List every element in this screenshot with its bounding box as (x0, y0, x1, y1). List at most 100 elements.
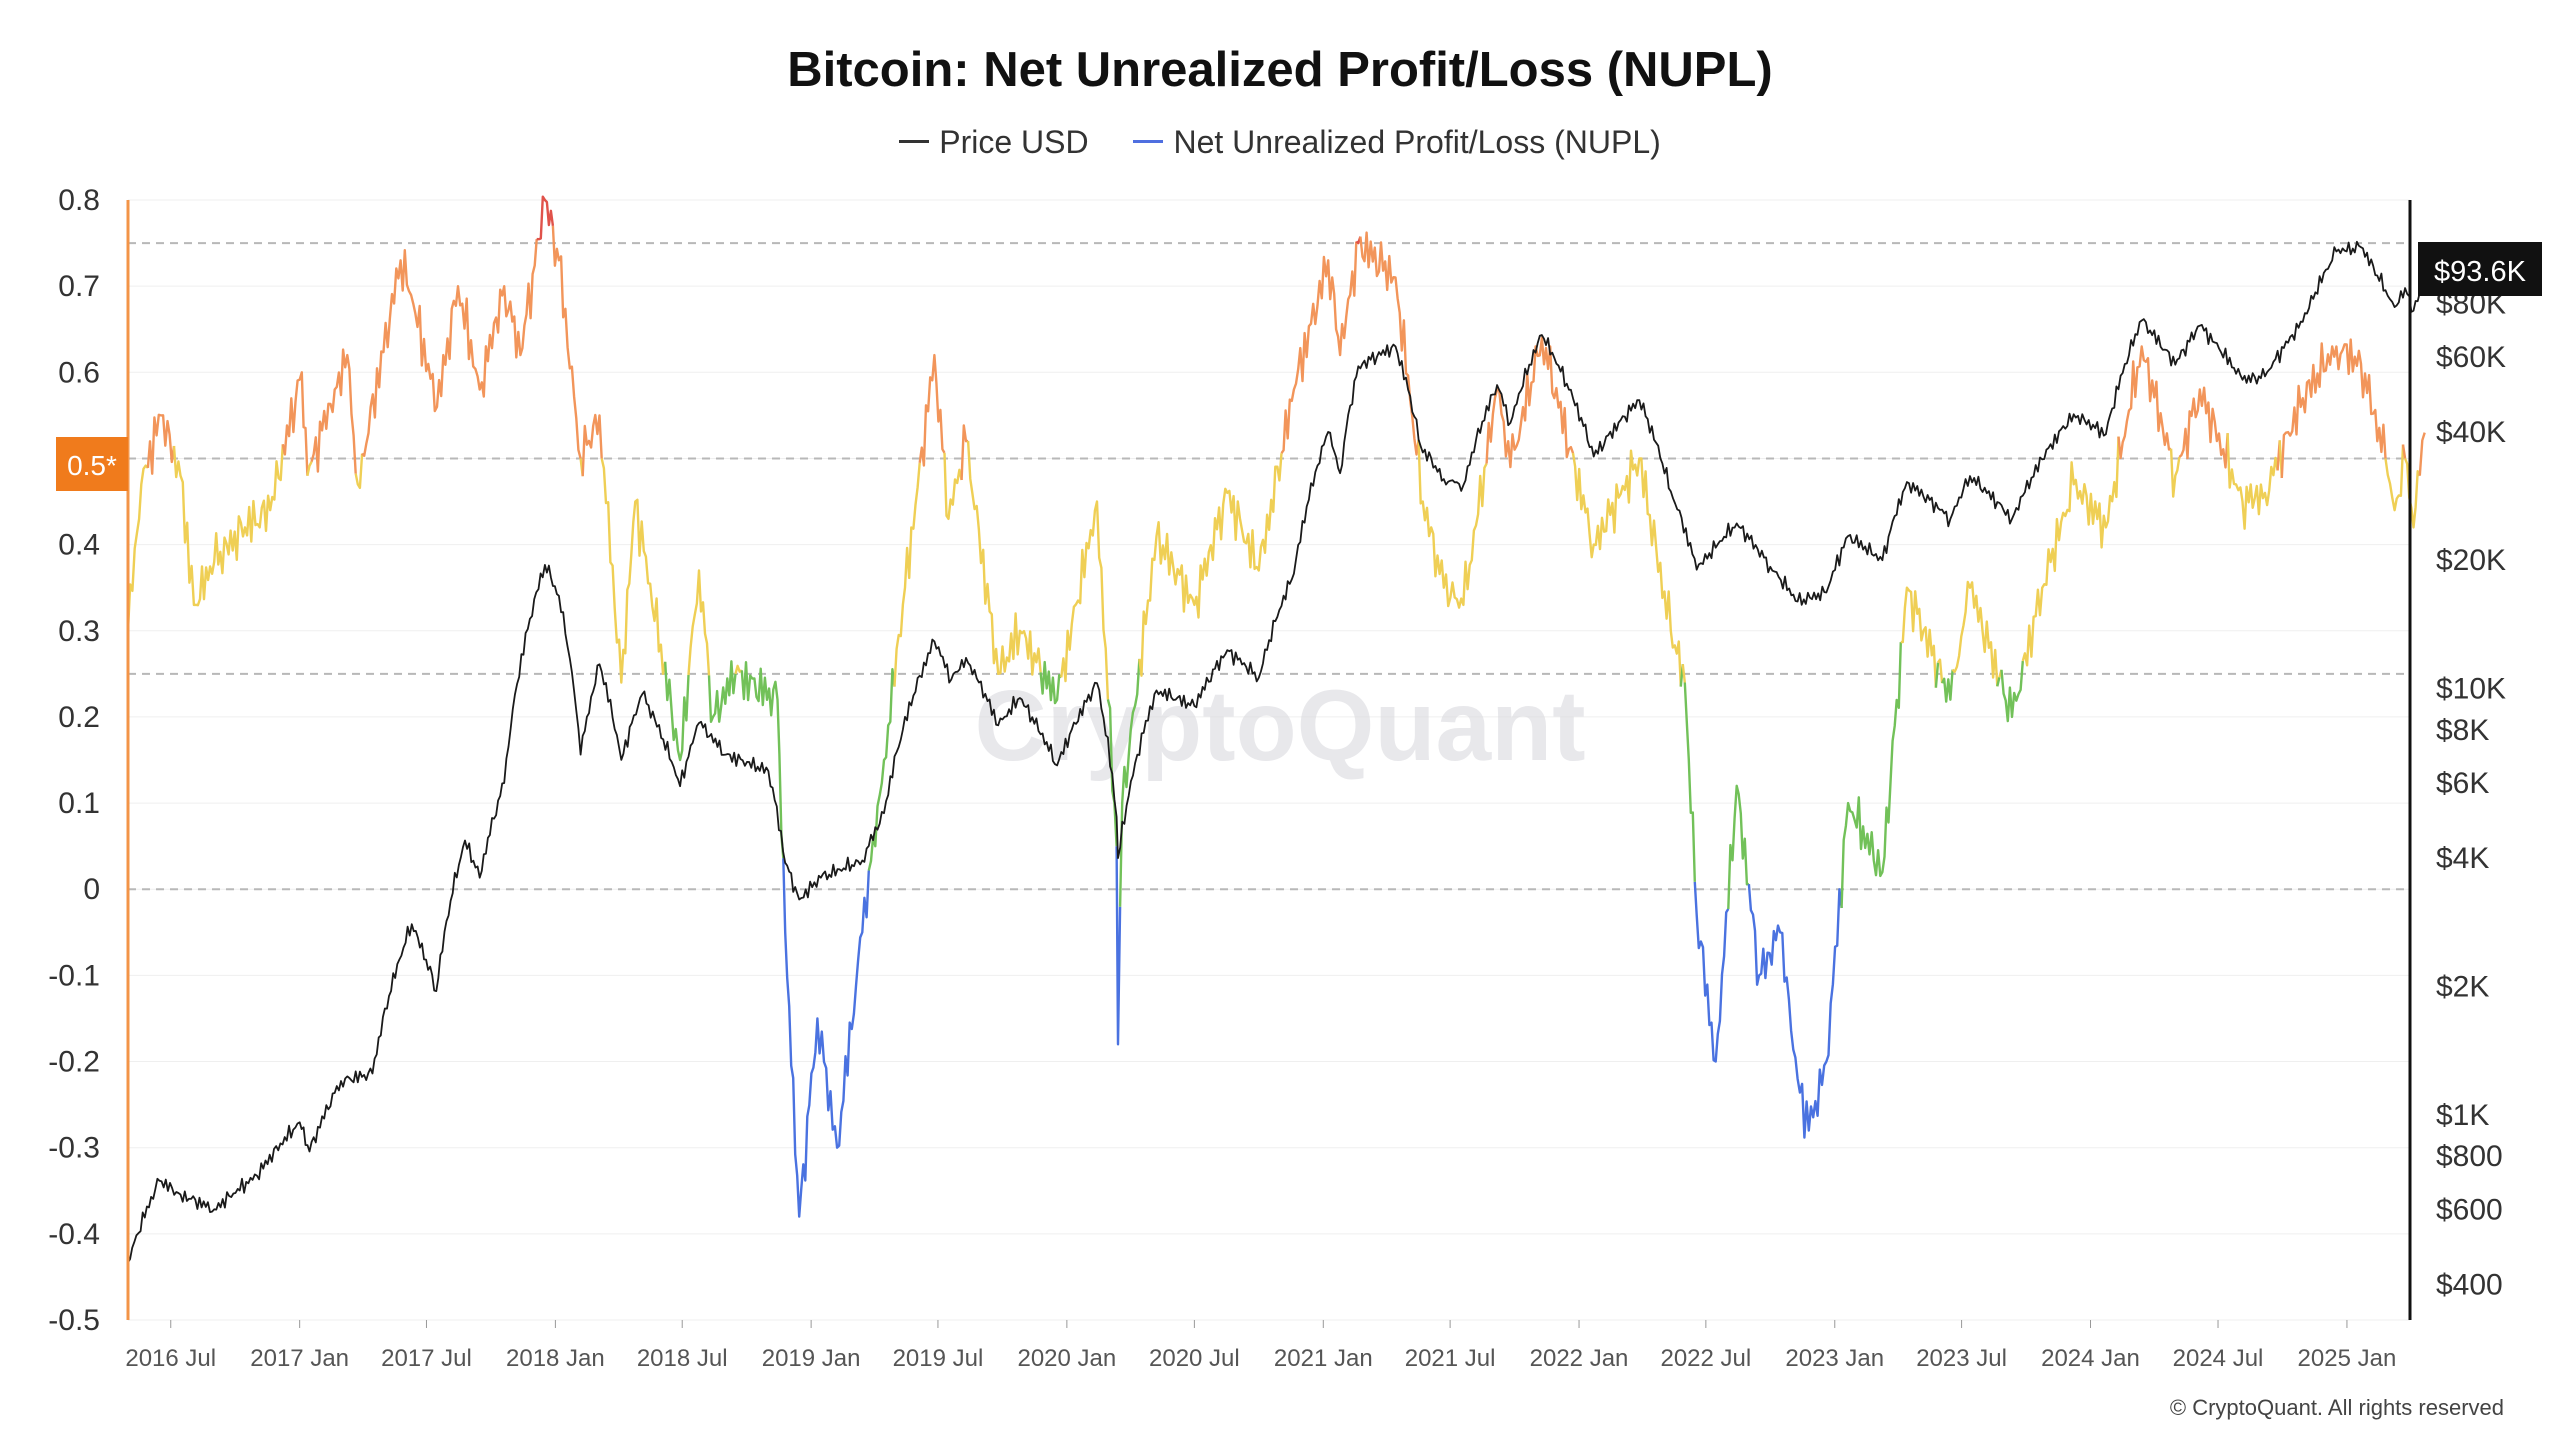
left-marker-label: 0.5* (67, 450, 117, 481)
legend-label-price: Price USD (939, 124, 1089, 160)
y-left-tick-label: 0.8 (58, 184, 100, 217)
nupl-line-segment (2178, 386, 2229, 469)
nupl-line-segment (1571, 449, 1682, 687)
nupl-line-segment (1747, 884, 1843, 1139)
x-tick-label: 2018 Jul (637, 1345, 728, 1372)
nupl-line-segment (893, 462, 921, 687)
nupl-line-segment (1681, 664, 1686, 683)
nupl-line-segment (1106, 699, 1118, 847)
y-right-tick-label: $40K (2436, 416, 2506, 449)
y-left-tick-label: -0.5 (48, 1304, 100, 1337)
nupl-line-segment (707, 660, 737, 723)
nupl-line-segment (1900, 586, 1938, 688)
nupl-line-segment (2021, 436, 2120, 667)
legend-swatch-price (899, 140, 930, 144)
nupl-line-segment (2418, 432, 2426, 476)
x-tick-label: 2019 Jul (893, 1345, 984, 1372)
legend-label-nupl: Net Unrealized Profit/Loss (NUPL) (1173, 124, 1661, 160)
x-tick-label: 2018 Jan (506, 1345, 605, 1372)
price-series (127, 240, 2426, 1264)
x-tick-label: 2020 Jan (1017, 1345, 1116, 1372)
watermark-text: CryptoQuant (974, 670, 1585, 782)
legend-item-price[interactable]: Price USD (899, 124, 1089, 161)
right-marker-box (2418, 242, 2542, 296)
y-left-tick-label: 0.1 (58, 787, 100, 820)
x-tick-label: 2021 Jan (1274, 1345, 1373, 1372)
legend-item-nupl[interactable]: Net Unrealized Profit/Loss (NUPL) (1133, 124, 1661, 161)
x-tick-label: 2021 Jul (1405, 1345, 1496, 1372)
x-tick-label: 2020 Jul (1149, 1345, 1240, 1372)
nupl-line-segment (2401, 444, 2407, 459)
x-tick-label: 2023 Jan (1785, 1345, 1884, 1372)
nupl-line-segment (2226, 433, 2279, 530)
nupl-line-segment (960, 424, 969, 481)
nupl-line-segment (1693, 881, 1730, 1063)
nupl-line-segment (310, 348, 357, 474)
y-left-tick-label: 0 (83, 873, 100, 906)
nupl-line-segment (740, 661, 785, 859)
y-right-tick-label: $1K (2436, 1099, 2489, 1132)
nupl-line-segment (2384, 444, 2405, 512)
nupl-line-segment (2117, 345, 2172, 460)
nupl-line-segment (551, 225, 582, 459)
nupl-line-segment (126, 464, 149, 631)
nupl-line-segment (1951, 580, 1999, 687)
nupl-line-segment (172, 444, 284, 607)
nupl-line-segment (281, 371, 309, 476)
x-tick-label: 2019 Jan (762, 1345, 861, 1372)
y-right-tick-label: $800 (2436, 1140, 2503, 1173)
nupl-line-segment (1060, 500, 1110, 700)
right-marker-label: $93.6K (2434, 256, 2527, 288)
x-tick-label: 2024 Jul (2173, 1345, 2264, 1372)
y-left-tick-label: -0.4 (48, 1218, 100, 1251)
y-left-tick-label: 0.3 (58, 615, 100, 648)
nupl-line-segment (966, 440, 1042, 676)
reference-lines (128, 242, 2410, 891)
nupl-line-segment (146, 413, 176, 475)
y-right-tick-label: $600 (2436, 1193, 2503, 1226)
y-right-tick-label: $4K (2436, 842, 2489, 875)
nupl-line-segment (1934, 662, 1940, 688)
y-left-tick-label: 0.6 (58, 356, 100, 389)
legend-swatch-nupl (1133, 140, 1164, 144)
nupl-series (126, 195, 2426, 1218)
chart-title: Bitcoin: Net Unrealized Profit/Loss (NUP… (787, 43, 1773, 97)
nupl-line-segment (306, 461, 313, 476)
x-tick-label: 2023 Jul (1916, 1345, 2007, 1372)
nupl-line-segment (1417, 439, 1488, 609)
nupl-line-segment (918, 353, 946, 467)
nupl-line-segment (1115, 846, 1122, 1046)
value-markers: 0.5* $93.6K (56, 242, 2542, 491)
nupl-line-segment (581, 413, 603, 477)
nupl-line-segment (1118, 658, 1141, 907)
y-left-tick-label: 0.7 (58, 270, 100, 303)
nupl-line-segment (782, 858, 870, 1218)
left-marker-box (56, 437, 128, 491)
y-right-tick-label: $10K (2436, 673, 2506, 706)
nupl-line-segment (1359, 231, 1420, 456)
copyright-notice: © CryptoQuant. All rights reserved (2169, 1395, 2504, 1420)
y-right-tick-label: $8K (2436, 714, 2489, 747)
nupl-line-segment (2169, 448, 2181, 498)
chart-legend: Price USD Net Unrealized Profit/Loss (NU… (0, 124, 2560, 161)
y-left-tick-label: 0.2 (58, 701, 100, 734)
nupl-line-segment (1485, 336, 1575, 469)
y-left-tick-label: -0.3 (48, 1132, 100, 1165)
y-right-tick-label: $60K (2436, 341, 2506, 374)
nupl-line-segment (536, 195, 555, 241)
nupl-line-segment (2403, 458, 2421, 529)
x-tick-label: 2025 Jan (2298, 1345, 2397, 1372)
nupl-line-segment (943, 452, 963, 520)
price-line (127, 240, 2426, 1264)
nupl-line-segment (1937, 658, 1944, 684)
x-tick-label: 2022 Jul (1660, 1345, 1751, 1372)
y-left-tick-label: -0.2 (48, 1046, 100, 1079)
x-tick-label: 2017 Jan (250, 1345, 349, 1372)
y-left-tick-label: -0.1 (48, 959, 100, 992)
x-tick-label: 2017 Jul (381, 1345, 472, 1372)
nupl-line-segment (1138, 453, 1283, 677)
nupl-line-segment (687, 569, 711, 676)
nupl-line-segment (2000, 660, 2024, 723)
x-tick-label: 2016 Jul (125, 1345, 216, 1372)
